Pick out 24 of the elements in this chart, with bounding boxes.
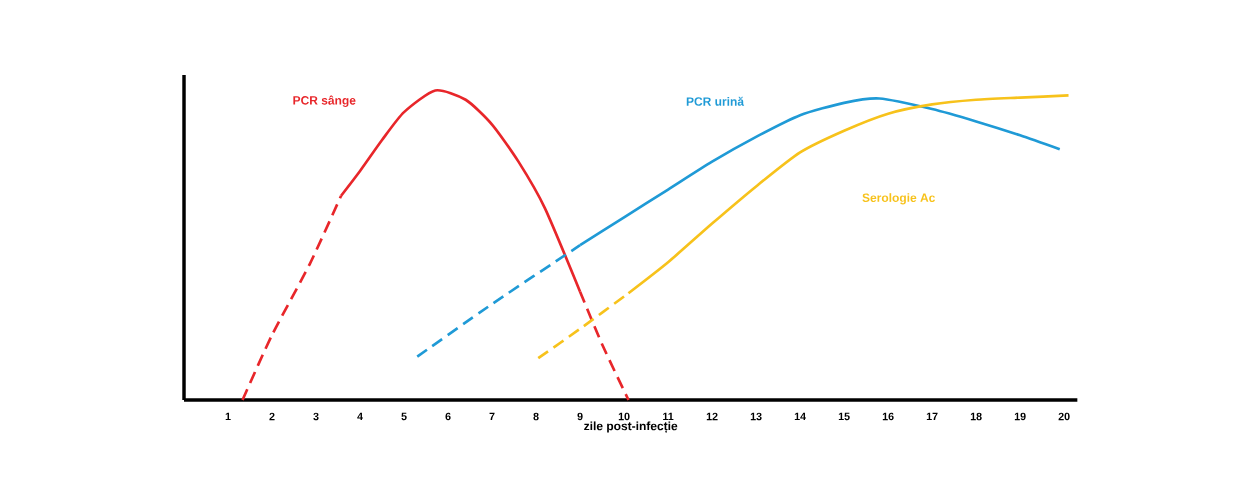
x-tick-label: 15	[838, 412, 850, 421]
x-tick-label: 13	[750, 412, 762, 421]
x-tick-label: 9	[577, 412, 583, 421]
x-tick-label: 12	[706, 412, 718, 421]
text: PCR sânge	[293, 95, 356, 108]
x-tick-label: 6	[445, 412, 451, 421]
x-tick-label: 16	[882, 412, 894, 421]
x-tick-label: 3	[313, 412, 319, 421]
x-tick-label: 5	[401, 412, 407, 421]
x-tick-label: 18	[970, 412, 982, 421]
x-tick-label: 19	[1014, 412, 1026, 421]
x-tick-label: 8	[533, 412, 539, 421]
x-tick-label: 17	[926, 412, 938, 421]
x-tick-label: 11	[663, 412, 674, 421]
x-tick-label: 7	[489, 412, 495, 421]
text: PCR urină	[686, 96, 745, 106]
x-tick-label: 14	[794, 412, 806, 421]
x-tick-label: 4	[357, 412, 363, 421]
x-tick-label: 1	[225, 412, 231, 421]
x-tick-label: 10	[618, 412, 630, 421]
x-tick-label: 20	[1058, 412, 1070, 421]
text: Serologie Ac	[862, 193, 936, 205]
x-tick-label: 2	[269, 412, 275, 421]
x-axis-title: zile post-infecție	[584, 421, 678, 433]
